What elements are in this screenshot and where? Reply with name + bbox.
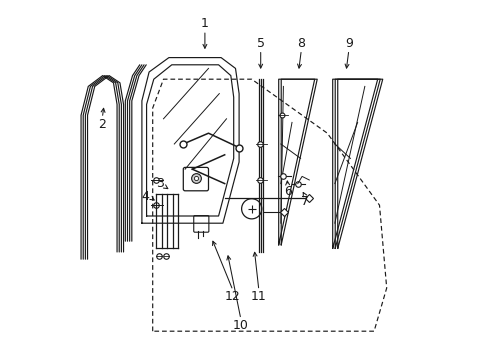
Text: 12: 12	[224, 291, 241, 303]
Text: 10: 10	[232, 319, 248, 332]
Text: 11: 11	[250, 291, 266, 303]
FancyBboxPatch shape	[193, 216, 208, 232]
Text: 3: 3	[156, 177, 163, 190]
Text: 1: 1	[201, 17, 208, 30]
Text: 9: 9	[344, 37, 352, 50]
Text: 7: 7	[301, 195, 308, 208]
Text: 2: 2	[98, 118, 106, 131]
Text: 8: 8	[297, 37, 305, 50]
Text: 5: 5	[256, 37, 264, 50]
FancyBboxPatch shape	[183, 167, 208, 191]
Text: 4: 4	[141, 190, 149, 203]
Text: 6: 6	[283, 185, 291, 198]
